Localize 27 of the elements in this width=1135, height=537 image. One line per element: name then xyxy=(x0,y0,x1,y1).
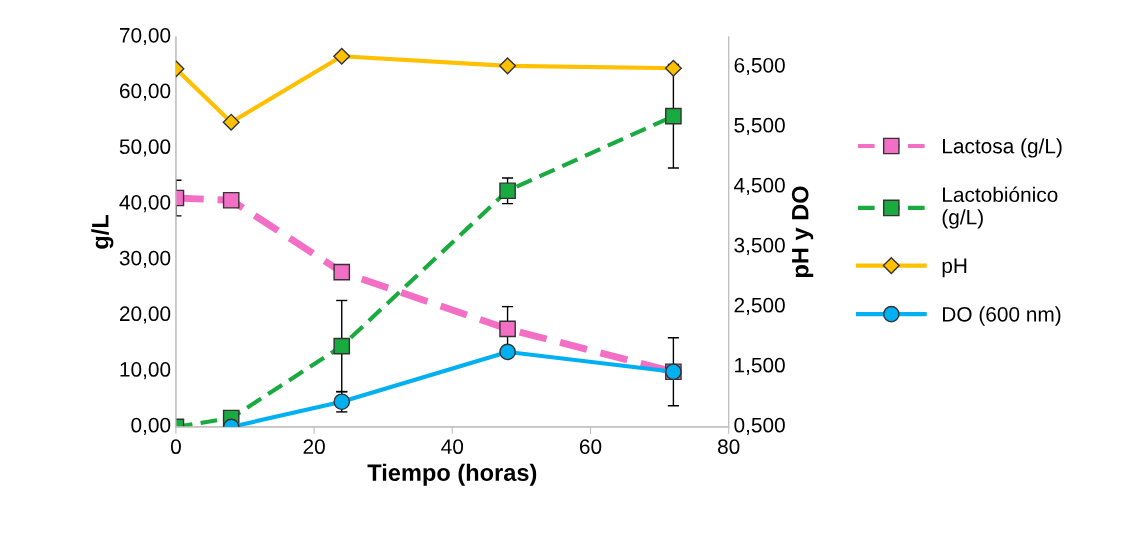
y-tick-label: 40,00 xyxy=(119,194,171,213)
legend-label: Lactosa (g/L) xyxy=(943,138,1062,158)
y-tick-label: 20,00 xyxy=(119,306,171,324)
y2-tick-label: 0,500 xyxy=(734,417,785,435)
y2-tick-label: 4,500 xyxy=(734,177,785,196)
y2-tick-label: 3,500 xyxy=(734,237,785,256)
y-tick-label: 50,00 xyxy=(119,139,171,157)
legend-label: Lactobiónico (g/L) xyxy=(942,186,1058,229)
x-axis-title: Tiempo (horas) xyxy=(367,463,537,486)
y2-tick-label: 5,500 xyxy=(734,117,785,136)
y-tick-label: 0,00 xyxy=(131,417,171,435)
y-tick-label: 30,00 xyxy=(119,250,171,268)
legend-label: pH xyxy=(942,258,967,278)
y2-tick-label: 2,500 xyxy=(734,297,785,316)
y-tick-label: 60,00 xyxy=(119,83,171,101)
x-tick-label: 0 xyxy=(170,439,181,455)
y2-tick-label: 6,500 xyxy=(734,57,785,76)
y-axis-title: g/L xyxy=(91,215,114,249)
y-tick-label: 10,00 xyxy=(120,362,171,380)
legend-label: DO (600 nm) xyxy=(943,306,1061,326)
x-tick-label: 80 xyxy=(717,439,740,455)
x-tick-label: 60 xyxy=(579,439,602,455)
y-tick-label: 70,00 xyxy=(120,27,171,46)
y2-tick-label: 1,500 xyxy=(735,357,785,375)
x-tick-label: 40 xyxy=(441,439,464,455)
x-tick-label: 20 xyxy=(303,439,325,455)
y2-axis-title: pH y DO xyxy=(791,186,814,277)
